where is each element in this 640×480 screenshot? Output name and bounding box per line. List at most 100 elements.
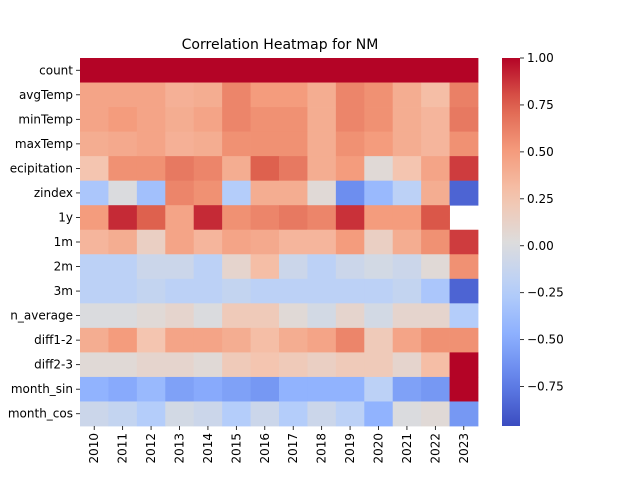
- heatmap-cell-month_sin-2022: [421, 376, 450, 402]
- colorbar-tick-label: 0.50: [527, 145, 554, 159]
- heatmap-cell-zindex-2023: [449, 180, 479, 206]
- heatmap-cell-minTemp-2019: [335, 107, 365, 132]
- heatmap-cell-count-2021: [392, 58, 422, 83]
- heatmap-cell-maxTemp-2015: [222, 131, 251, 157]
- heatmap-cell-month_cos-2010: [80, 401, 109, 427]
- heatmap-cell-month_cos-2011: [108, 401, 138, 427]
- heatmap-cell-diff2-3-2012: [136, 352, 166, 378]
- y-tick-label: 3m: [54, 284, 73, 298]
- heatmap-cell-3m-2015: [222, 278, 251, 304]
- heatmap-cell-1m-2016: [250, 229, 280, 255]
- heatmap-cell-month_cos-2015: [222, 401, 251, 427]
- heatmap-cell-diff1-2-2019: [335, 327, 365, 353]
- heatmap-cell-month_average-2012: [136, 303, 166, 329]
- y-axis: count avgTemp minTemp maxTemp ecipitation zin…: [8, 63, 80, 421]
- heatmap-cell-minTemp-2017: [279, 107, 308, 132]
- heatmap-cell-month_cos-2013: [165, 401, 195, 427]
- heatmap-cell-diff2-3-2019: [335, 352, 365, 378]
- heatmap-cell-month_average-2020: [364, 303, 394, 329]
- heatmap-cell-1m-2013: [165, 229, 195, 255]
- heatmap-cell-maxTemp-2017: [279, 131, 308, 157]
- heatmap-cell-zindex-2015: [222, 180, 251, 206]
- x-tick-label: 2017: [286, 433, 300, 464]
- heatmap-cell-precipitation-2018: [307, 156, 337, 182]
- heatmap-cell-month_sin-2019: [335, 376, 365, 402]
- heatmap-cell-2m-2018: [307, 254, 337, 280]
- colorbar-tick-label: −0.75: [527, 380, 564, 394]
- x-axis: 2010 2011 2012 2013 2014 2015 2016 2017 2018 2019…: [87, 426, 471, 464]
- heatmap-cell-precipitation-2011: [108, 156, 138, 182]
- heatmap-cell-2m-2020: [364, 254, 394, 280]
- heatmap-cell-avgTemp-2023: [449, 82, 479, 108]
- heatmap-cell-diff1-2-2023: [449, 327, 479, 353]
- heatmap-cell-zindex-2018: [307, 180, 337, 206]
- heatmap-cell-1y-2017: [279, 205, 308, 231]
- y-tick-label: count: [39, 63, 73, 77]
- heatmap-cell-1m-2017: [279, 229, 308, 255]
- heatmap-cell-count-2013: [165, 58, 195, 83]
- heatmap-cell-1y-2022: [421, 205, 450, 231]
- heatmap-cell-minTemp-2015: [222, 107, 251, 132]
- colorbar-tick-label: −0.25: [527, 286, 564, 300]
- y-tick-label: 2m: [54, 260, 73, 274]
- heatmap-cell-avgTemp-2015: [222, 82, 251, 108]
- y-tick-label: maxTemp: [15, 137, 73, 151]
- heatmap-cell-1m-2023: [449, 229, 479, 255]
- y-tick-label: n_average: [10, 309, 73, 323]
- heatmap-cell-1m-2014: [193, 229, 223, 255]
- heatmap-cell-diff1-2-2013: [165, 327, 195, 353]
- heatmap-cell-avgTemp-2018: [307, 82, 337, 108]
- y-tick-label: ecipitation: [10, 161, 73, 175]
- x-tick-label: 2015: [229, 433, 243, 464]
- heatmap-cell-precipitation-2022: [421, 156, 450, 182]
- heatmap-cell-precipitation-2019: [335, 156, 365, 182]
- heatmap-cell-minTemp-2014: [193, 107, 223, 132]
- heatmap-cell-diff1-2-2010: [80, 327, 109, 353]
- colorbar-tick-label: 0.25: [527, 192, 554, 206]
- heatmap-cell-month_sin-2010: [80, 376, 109, 402]
- heatmap-cell-1y-2011: [108, 205, 138, 231]
- heatmap-cell-diff2-3-2023: [449, 352, 479, 378]
- heatmap-cell-minTemp-2018: [307, 107, 337, 132]
- chart-title: Correlation Heatmap for NM: [182, 37, 379, 53]
- heatmap-cell-month_sin-2018: [307, 376, 337, 402]
- heatmap-cell-3m-2018: [307, 278, 337, 304]
- heatmap-cell-avgTemp-2013: [165, 82, 195, 108]
- heatmap-cell-month_cos-2022: [421, 401, 450, 427]
- heatmap-cell-minTemp-2022: [421, 107, 450, 132]
- heatmap-cell-zindex-2011: [108, 180, 138, 206]
- heatmap-cell-2m-2021: [392, 254, 422, 280]
- heatmap-cell-month_cos-2012: [136, 401, 166, 427]
- heatmap-cell-2m-2013: [165, 254, 195, 280]
- heatmap-cell-diff2-3-2011: [108, 352, 138, 378]
- heatmap-cell-count-2020: [364, 58, 394, 83]
- heatmap-cell-1m-2021: [392, 229, 422, 255]
- heatmap-cell-month_average-2013: [165, 303, 195, 329]
- x-tick-label: 2010: [87, 433, 101, 464]
- heatmap-cell-month_average-2014: [193, 303, 223, 329]
- heatmap-cell-1y-2021: [392, 205, 422, 231]
- heatmap-cell-diff1-2-2015: [222, 327, 251, 353]
- heatmap-cell-avgTemp-2022: [421, 82, 450, 108]
- heatmap-cell-month_average-2022: [421, 303, 450, 329]
- heatmap-cell-diff2-3-2013: [165, 352, 195, 378]
- heatmap-cell-zindex-2021: [392, 180, 422, 206]
- colorbar-tick-label: 1.00: [527, 51, 554, 65]
- heatmap-cell-2m-2012: [136, 254, 166, 280]
- heatmap-cell-2m-2017: [279, 254, 308, 280]
- x-tick-label: 2021: [400, 433, 414, 464]
- colorbar-tick-label: −0.50: [527, 333, 564, 347]
- heatmap-cell-month_sin-2011: [108, 376, 138, 402]
- heatmap-cell-3m-2016: [250, 278, 280, 304]
- heatmap-cell-count-2022: [421, 58, 450, 83]
- heatmap-cell-maxTemp-2016: [250, 131, 280, 157]
- x-tick-label: 2022: [428, 433, 442, 464]
- heatmap-cell-avgTemp-2012: [136, 82, 166, 108]
- x-tick-label: 2016: [258, 433, 272, 464]
- y-tick-label: 1m: [54, 235, 73, 249]
- x-tick-label: 2019: [343, 433, 357, 464]
- heatmap-cell-precipitation-2016: [250, 156, 280, 182]
- heatmap-cell-precipitation-2017: [279, 156, 308, 182]
- heatmap-cell-maxTemp-2018: [307, 131, 337, 157]
- colorbar-gradient: [502, 58, 520, 426]
